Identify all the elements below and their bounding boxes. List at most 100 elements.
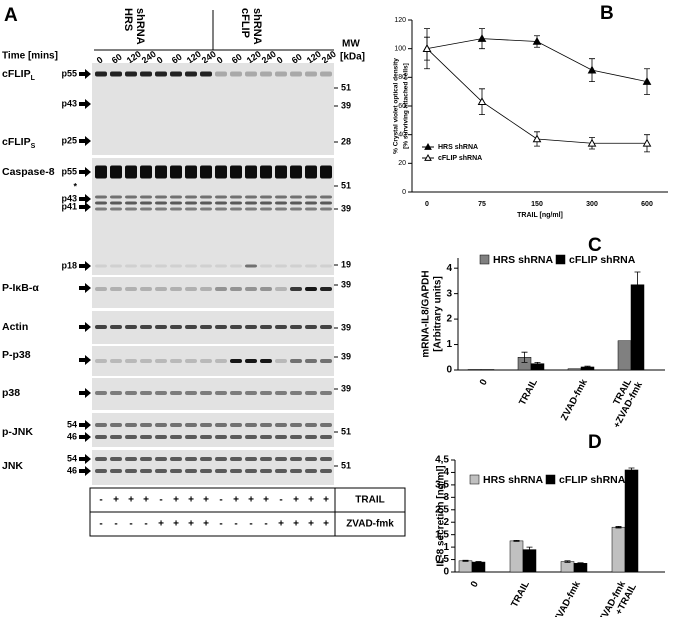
band [155,207,167,211]
band [95,207,107,211]
arrow [79,194,91,204]
band-marker: p18 [61,260,77,270]
x-tick-label: TRAIL +ZVAD-fmk [601,374,645,430]
band [305,457,317,461]
panel-letter: C [588,235,602,256]
band [170,195,182,199]
band [230,359,242,363]
y-tick-label: 1 [443,542,449,553]
band [320,287,332,291]
band [275,201,287,205]
band [260,264,272,268]
band [95,359,107,363]
band [140,325,152,329]
band [200,325,212,329]
band [200,71,212,77]
y-tick-label: 0 [446,365,452,376]
band [260,195,272,199]
error-bar [577,562,584,565]
band [185,207,197,211]
label-text: P-IκB-α [2,282,39,294]
band [245,391,257,395]
mw-value: 39 [341,279,351,289]
point [642,138,652,147]
x-tick-label: ZVAD-fmk [552,579,583,617]
band [110,359,122,363]
arrow [79,136,91,146]
point [642,77,652,85]
band [260,325,272,329]
treatment-sign: - [99,519,102,530]
x-tick-label: 0 [469,579,481,589]
band [170,457,182,461]
band [200,287,212,291]
arrow [79,69,91,79]
band [320,195,332,199]
band [305,264,317,268]
band [215,469,227,473]
bar [471,561,486,573]
lane-time: 0 [275,55,285,66]
legend-swatch [555,254,566,265]
treatment-sign: - [144,519,147,530]
error-bar [475,561,482,563]
band [275,423,287,427]
x-tick-label: 0 [478,377,490,387]
treatment-sign: + [293,495,299,506]
band [215,423,227,427]
band [245,359,257,363]
point [422,44,432,52]
band [290,423,302,427]
band [140,423,152,427]
band [170,435,182,439]
lane-time: 0 [155,55,165,66]
band [290,325,302,329]
band [230,457,242,461]
label-text: Actin [2,321,28,333]
band [230,325,242,329]
band [125,457,137,461]
band [95,457,107,461]
band-marker: 54 [67,453,77,463]
band [125,359,137,363]
band [305,207,317,211]
band [125,207,137,211]
label-text: cFLIP [2,68,31,80]
point [532,134,542,143]
band [245,435,257,439]
band [140,435,152,439]
band [140,201,152,205]
arrow [79,322,91,332]
lane-time: 60 [230,52,244,66]
x-tick-label: TRAIL [517,377,540,407]
band [170,201,182,205]
band [185,165,197,179]
lane-time: 60 [110,52,124,66]
y-axis-label: [% surviving attached cells] [403,63,410,149]
band [305,423,317,427]
y-tick-label: 60 [398,103,406,110]
band-marker: 46 [67,465,77,475]
y-axis-label: IL-8 secretion [ng/ml] [436,465,447,566]
band [185,201,197,205]
point [477,34,487,42]
band [170,359,182,363]
band [110,423,122,427]
band [230,435,242,439]
band [290,435,302,439]
band [170,469,182,473]
treatment-sign: - [129,519,132,530]
band [170,391,182,395]
legend-label: HRS shRNA [483,474,544,486]
y-tick-label: 2 [443,517,449,528]
band [260,435,272,439]
band-marker: p43 [61,98,77,108]
y-tick-label: 40 [398,132,406,139]
band [215,71,227,77]
band [290,264,302,268]
band-marker: p55 [61,68,77,78]
bar [458,560,473,573]
band [110,391,122,395]
arrow [79,454,91,464]
band [245,287,257,291]
